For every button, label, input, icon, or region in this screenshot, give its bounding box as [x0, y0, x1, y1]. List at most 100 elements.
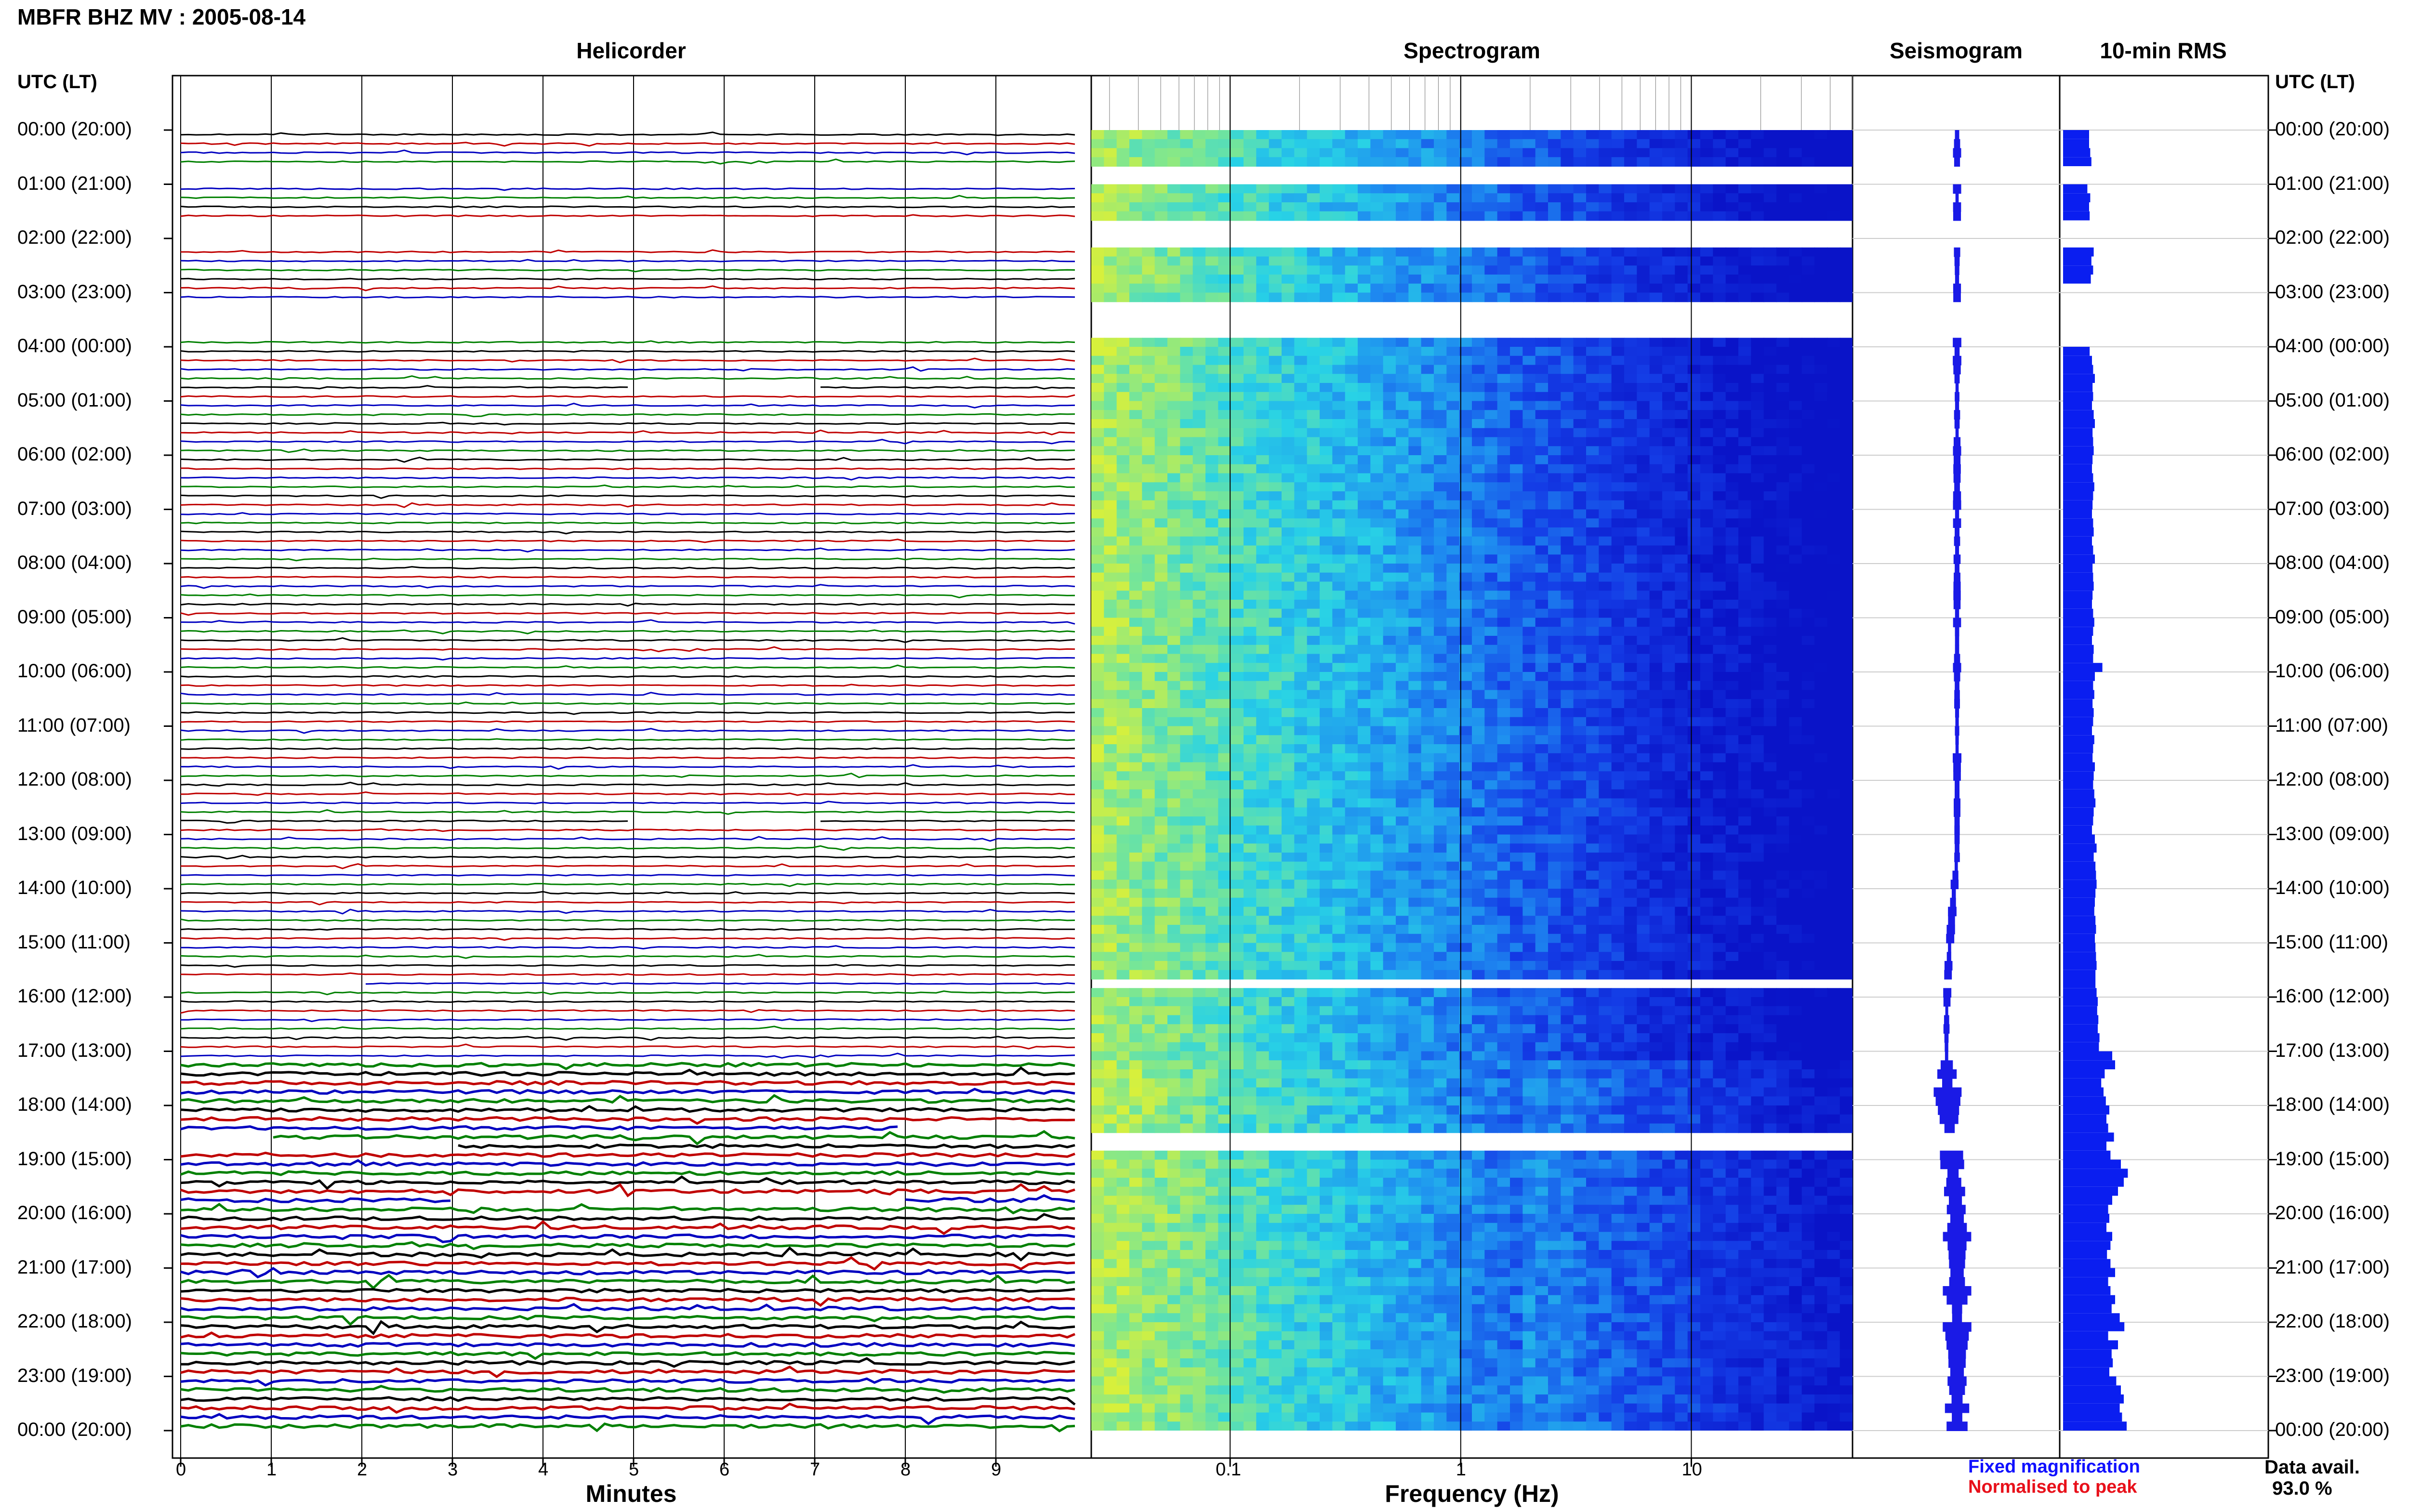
spectrogram-cell	[1840, 527, 1853, 537]
spectrogram-cell	[1751, 952, 1764, 961]
spectrogram-cell	[1459, 365, 1472, 375]
spectrogram-cell	[1763, 256, 1777, 266]
spectrogram-cell	[1510, 789, 1523, 799]
spectrogram-cell	[1205, 907, 1219, 917]
spectrogram-cell	[1345, 880, 1358, 889]
spectrogram-cell	[1294, 491, 1308, 501]
spectrogram-cell	[1738, 870, 1752, 881]
spectrogram-cell	[1472, 952, 1485, 961]
spectrogram-cell	[1408, 139, 1422, 149]
spectrogram-cell	[1154, 374, 1168, 383]
spectrogram-cell	[1142, 735, 1155, 745]
spectrogram-cell	[1091, 952, 1105, 961]
spectrogram-cell	[1358, 564, 1371, 573]
spectrogram-cell	[1294, 762, 1308, 772]
spectrogram-cell	[1345, 608, 1358, 618]
spectrogram-cell	[1370, 591, 1384, 600]
spectrogram-cell	[1763, 916, 1777, 925]
spectrogram-cell	[1649, 545, 1663, 555]
spectrogram-cell	[1446, 428, 1460, 438]
spectrogram-cell	[1383, 554, 1396, 564]
spectrogram-cell	[1129, 482, 1143, 492]
spectrogram-cell	[1218, 600, 1231, 609]
spectrogram-cell	[1675, 455, 1688, 465]
spectrogram-cell	[1510, 509, 1523, 519]
spectrogram-cell	[1662, 437, 1676, 447]
spectrogram-cell	[1091, 130, 1105, 140]
spectrogram-cell	[1192, 292, 1206, 302]
spectrogram-cell	[1510, 446, 1523, 456]
spectrogram-cell	[1484, 816, 1498, 826]
spectrogram-cell	[1649, 292, 1663, 302]
spectrogram-cell	[1218, 644, 1231, 655]
spectrogram-cell	[1256, 202, 1270, 212]
spectrogram-cell	[1713, 690, 1726, 700]
spectrogram-cell	[1421, 292, 1434, 302]
spectrogram-cell	[1700, 663, 1714, 672]
spectrogram-cell	[1637, 491, 1650, 501]
spectrogram-cell	[1282, 148, 1295, 158]
spectrogram-cell	[1840, 256, 1853, 266]
spectrogram-cell	[1738, 708, 1752, 718]
spectrogram-cell	[1142, 744, 1155, 754]
spectrogram-cell	[1535, 789, 1549, 799]
spectrogram-cell	[1345, 130, 1358, 140]
spectrogram-cell	[1738, 771, 1752, 781]
spectrogram-cell	[1269, 636, 1282, 645]
spectrogram-cell	[1713, 482, 1726, 492]
spectrogram-cell	[1738, 681, 1752, 691]
spectrogram-cell	[1091, 880, 1105, 889]
spectrogram-cell	[1142, 193, 1155, 203]
spectrogram-cell	[1649, 383, 1663, 393]
spectrogram-cell	[1434, 699, 1447, 709]
spectrogram-cell	[1548, 916, 1562, 925]
spectrogram-cell	[1561, 247, 1574, 257]
spectrogram-cell	[1446, 139, 1460, 149]
spectrogram-cell	[1434, 202, 1447, 212]
spectrogram-cell	[1801, 933, 1815, 944]
spectrogram-cell	[1142, 202, 1155, 212]
spectrogram-cell	[1827, 564, 1840, 573]
spectrogram-cell	[1345, 275, 1358, 284]
spectrogram-cell	[1446, 726, 1460, 736]
spectrogram-cell	[1801, 572, 1815, 582]
spectrogram-cell	[1167, 726, 1181, 736]
spectrogram-cell	[1244, 419, 1257, 429]
spectrogram-cell	[1827, 347, 1840, 356]
spectrogram-cell	[1827, 627, 1840, 636]
spectrogram-cell	[1675, 347, 1688, 356]
spectrogram-cell	[1522, 338, 1536, 347]
spectrogram-cell	[1763, 365, 1777, 375]
spectrogram-cell	[1763, 834, 1777, 844]
spectrogram-cell	[1345, 554, 1358, 564]
spectrogram-cell	[1116, 663, 1130, 672]
spectrogram-cell	[1231, 897, 1244, 907]
spectrogram-cell	[1244, 193, 1257, 203]
spectrogram-cell	[1649, 608, 1663, 618]
spectrogram-cell	[1205, 690, 1219, 700]
spectrogram-cell	[1510, 618, 1523, 628]
spectrogram-cell	[1231, 952, 1244, 961]
spectrogram-cell	[1244, 275, 1257, 284]
spectrogram-cell	[1231, 283, 1244, 293]
spectrogram-cell	[1244, 509, 1257, 519]
spectrogram-cell	[1801, 925, 1815, 934]
spectrogram-cell	[1256, 292, 1270, 302]
spectrogram-cell	[1256, 663, 1270, 672]
spectrogram-cell	[1675, 256, 1688, 266]
spectrogram-cell	[1307, 654, 1320, 664]
spectrogram-cell	[1687, 744, 1701, 754]
spectrogram-cell	[1599, 907, 1612, 917]
spectrogram-cell	[1231, 500, 1244, 510]
spectrogram-cell	[1611, 464, 1625, 474]
spectrogram-cell	[1307, 148, 1320, 158]
spectrogram-cell	[1180, 834, 1193, 844]
spectrogram-cell	[1738, 211, 1752, 221]
spectrogram-cell	[1789, 933, 1802, 944]
spectrogram-cell	[1218, 780, 1231, 790]
spectrogram-cell	[1573, 916, 1587, 925]
spectrogram-cell	[1789, 338, 1802, 347]
spectrogram-cell	[1738, 735, 1752, 745]
spectrogram-cell	[1599, 699, 1612, 709]
